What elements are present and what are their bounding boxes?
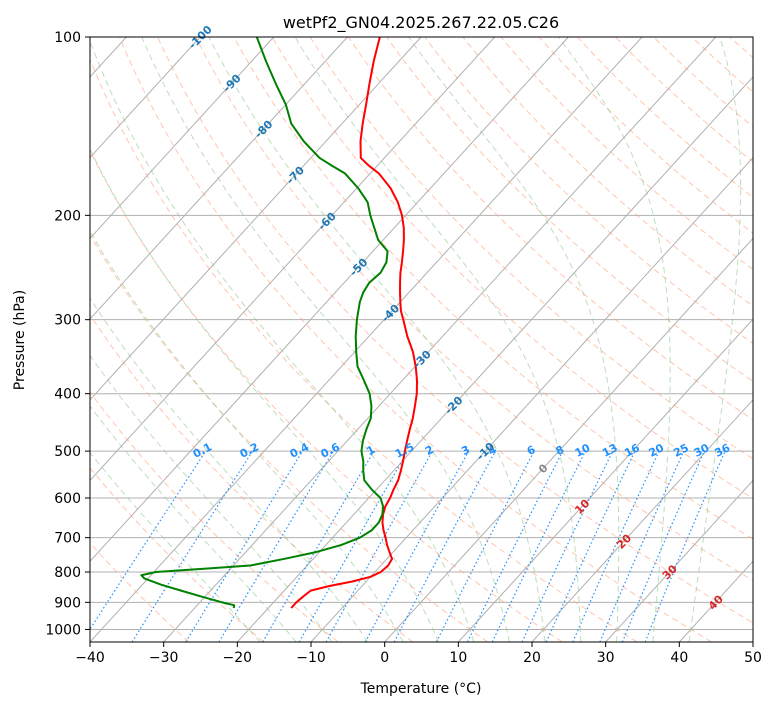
- x-tick-label: 10: [449, 650, 467, 666]
- isotherm-line: [90, 37, 348, 320]
- y-tick-label: 700: [54, 531, 81, 547]
- moist-adiabat-line: [90, 297, 369, 642]
- isotherm-line: [90, 37, 201, 159]
- mixing-ratio-label: 10: [573, 441, 593, 460]
- dry-adiabat-line: [424, 37, 753, 344]
- mixing-ratio-line: [364, 450, 470, 642]
- dry-adiabat-line: [386, 37, 753, 382]
- dry-adiabat-line: [309, 37, 753, 460]
- x-axis: −40 −30 −20 −10 0 10 20 30 40 50: [75, 642, 762, 666]
- mixing-ratio-line: [621, 450, 705, 642]
- moist-adiabat-line: [688, 37, 742, 642]
- x-tick-label: 40: [670, 650, 688, 666]
- mixing-ratio-label: 16: [622, 441, 642, 460]
- moist-adiabat-line: [208, 37, 546, 642]
- y-tick-label: 900: [54, 595, 81, 611]
- isotherm-line: [90, 37, 422, 401]
- background-lines-layer: [90, 37, 753, 642]
- x-tick-label: −10: [296, 650, 326, 666]
- dry-adiabat-line: [576, 37, 753, 198]
- y-axis: 100 200 300 400 500 600 700 800 900 1000: [45, 30, 90, 638]
- mixing-ratio-label: 36: [713, 441, 733, 460]
- isotherm-line: [90, 37, 569, 563]
- x-axis-label: Temperature (°C): [360, 681, 482, 697]
- isotherm-line: [457, 318, 753, 642]
- moist-adiabat-line: [408, 37, 620, 642]
- moist-adiabat-line: [294, 37, 582, 642]
- dewpoint-profile-line: [140, 37, 389, 609]
- isotherm-line: [384, 237, 753, 642]
- y-axis-label: Pressure (hPa): [12, 290, 28, 390]
- moist-adiabat-line: [90, 148, 439, 642]
- moist-adiabat-line: [141, 37, 510, 642]
- mixing-ratio-line: [644, 450, 726, 642]
- y-tick-label: 800: [54, 565, 81, 581]
- dry-adiabat-line: [500, 37, 753, 270]
- y-tick-label: 300: [54, 313, 81, 329]
- dry-adiabat-line: [347, 37, 753, 421]
- dry-adiabat-line: [90, 314, 414, 642]
- x-tick-label: −40: [75, 650, 105, 666]
- dry-adiabat-line: [271, 37, 753, 500]
- mixing-ratio-label: 30: [692, 441, 712, 460]
- mixing-ratio-line: [572, 450, 660, 642]
- plot-area-background: [90, 37, 753, 642]
- chart-title: wetPf2_GN04.2025.267.22.05.C26: [283, 13, 559, 33]
- x-tick-label: 50: [744, 650, 762, 666]
- moist-adiabat-line: [90, 451, 261, 642]
- dry-adiabat-line: [118, 37, 712, 642]
- dry-adiabat-line: [90, 391, 339, 642]
- mixing-ratio-line: [90, 450, 207, 631]
- mixing-ratio-label: 13: [600, 441, 620, 460]
- isotherm-line: [236, 76, 753, 642]
- x-tick-label: 20: [523, 650, 541, 666]
- mixing-ratio-line: [393, 450, 496, 642]
- mixing-ratio-line: [131, 450, 254, 642]
- mixing-ratio-line: [185, 450, 304, 642]
- isotherm-line: [90, 37, 275, 240]
- plot-frame: [89, 36, 754, 643]
- dry-adiabat-line: [90, 149, 563, 642]
- isotherm-line: [531, 399, 753, 642]
- y-tick-label: 1000: [45, 622, 81, 638]
- mixing-ratio-label: 20: [647, 441, 667, 460]
- x-tick-label: 0: [380, 650, 389, 666]
- dry-adiabat-line: [195, 37, 753, 582]
- temperature-profile-line: [290, 37, 419, 609]
- mixing-ratio-line: [599, 450, 685, 642]
- moist-adiabat-line: [557, 37, 671, 642]
- mixing-ratio-label: 25: [671, 441, 691, 460]
- dry-adiabat-line: [538, 37, 753, 234]
- moist-adiabat-line: [90, 230, 404, 642]
- x-tick-label: 30: [597, 650, 615, 666]
- dry-adiabat-line: [233, 37, 753, 540]
- y-tick-label: 400: [54, 387, 81, 403]
- mixing-ratio-line: [325, 450, 434, 642]
- y-tick-label: 200: [54, 208, 81, 224]
- mixing-ratio-line: [466, 450, 564, 642]
- x-tick-label: −20: [223, 650, 253, 666]
- moist-adiabat-line: [90, 39, 475, 642]
- x-tick-label: −30: [149, 650, 179, 666]
- isotherm-line: [90, 37, 643, 642]
- dry-adiabat-line: [157, 37, 753, 624]
- moist-adiabat-line: [90, 405, 297, 642]
- y-tick-label: 500: [54, 444, 81, 460]
- isotherm-line: [605, 479, 753, 642]
- y-tick-label: 100: [54, 30, 81, 46]
- profiles-layer: [140, 37, 419, 609]
- isotherm-line: [90, 37, 496, 482]
- y-tick-label: 600: [54, 491, 81, 507]
